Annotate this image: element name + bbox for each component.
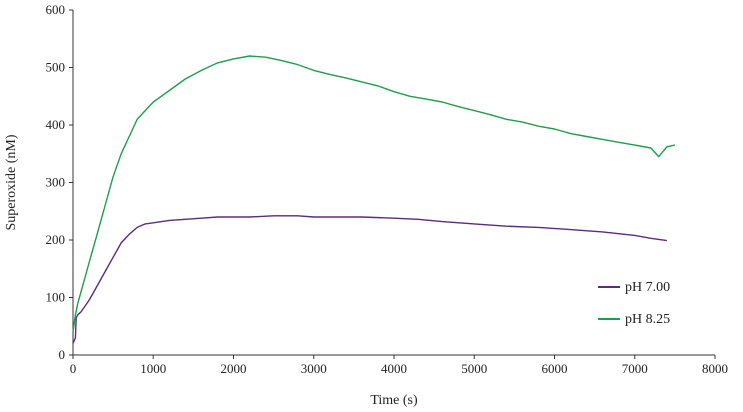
x-tick-label: 3000	[301, 361, 327, 376]
y-tick-label: 300	[46, 175, 66, 190]
x-tick-label: 4000	[381, 361, 407, 376]
chart-axes: 0 1000 2000 3000 4000 5000 6000 7000 8000 0 100 200…	[46, 2, 729, 376]
x-tick-label: 2000	[221, 361, 247, 376]
y-tick-label: 0	[59, 347, 66, 362]
y-tick-label: 200	[46, 232, 66, 247]
x-tick-label: 0	[70, 361, 77, 376]
legend-label: pH 7.00	[625, 280, 670, 295]
series-line-ph-7-00	[72, 215, 667, 344]
series-layer	[72, 55, 676, 344]
x-tick-label: 7000	[622, 361, 648, 376]
series-line-ph-8-25	[72, 55, 676, 333]
x-tick-label: 8000	[702, 361, 728, 376]
x-tick-label: 5000	[461, 361, 487, 376]
y-tick-label: 500	[46, 60, 66, 75]
y-tick-label: 400	[46, 117, 66, 132]
x-tick-label: 1000	[140, 361, 166, 376]
y-tick-label: 100	[46, 290, 66, 305]
y-tick-label: 600	[46, 2, 66, 17]
legend: pH 7.00 pH 8.25	[598, 280, 670, 327]
legend-label: pH 8.25	[625, 312, 670, 327]
y-axis-title: Superoxide (nM)	[4, 134, 19, 230]
x-tick-label: 6000	[542, 361, 568, 376]
x-axis-title: Time (s)	[370, 393, 418, 408]
